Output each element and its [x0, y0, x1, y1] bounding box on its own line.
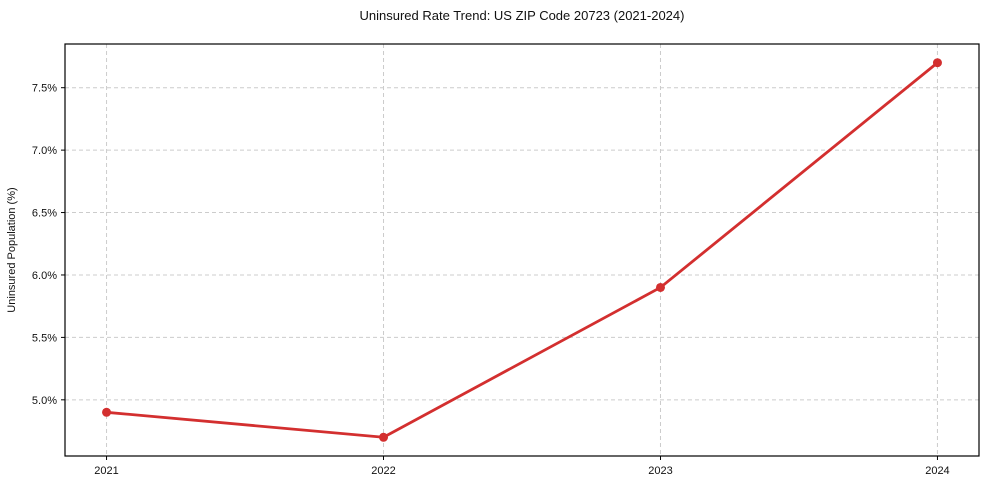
x-tick-label: 2023 — [648, 465, 672, 477]
y-tick-label: 5.0% — [32, 395, 57, 407]
x-tick-label: 2022 — [371, 465, 395, 477]
y-tick-label: 7.5% — [32, 83, 57, 95]
chart-title: Uninsured Rate Trend: US ZIP Code 20723 … — [359, 8, 685, 23]
x-tick-label: 2024 — [925, 465, 949, 477]
y-tick-label: 5.5% — [32, 332, 57, 344]
data-point-2022 — [379, 432, 389, 442]
trend-line — [105, 61, 939, 439]
y-tick-label: 6.0% — [32, 270, 57, 282]
y-tick-label: 7.0% — [32, 145, 57, 157]
x-tick-label: 2021 — [94, 465, 118, 477]
data-point-2023 — [655, 282, 665, 292]
data-point-2024 — [932, 58, 942, 68]
y-tick-label: 6.5% — [32, 208, 57, 220]
data-point-2021 — [102, 407, 112, 417]
plot-border — [64, 43, 980, 457]
